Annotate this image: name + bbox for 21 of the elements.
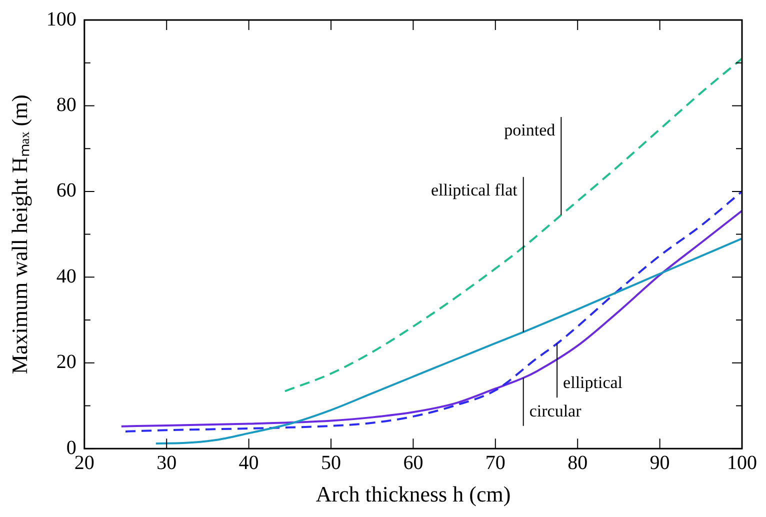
x-tick-label: 20 [74, 452, 94, 474]
annotation: circular [529, 401, 582, 420]
y-tick-label: 0 [66, 436, 76, 459]
annotation: pointed [504, 120, 556, 140]
y-tick-label: 20 [56, 351, 76, 374]
x-tick-label: 30 [156, 452, 177, 474]
x-tick-label: 80 [568, 452, 588, 474]
annotation: elliptical [563, 373, 623, 392]
x-tick-label: 100 [727, 452, 757, 474]
x-tick-label: 90 [650, 452, 670, 474]
annotation: elliptical flat [430, 180, 518, 200]
x-tick-label: 40 [238, 452, 259, 474]
y-tick-label: 100 [46, 8, 76, 30]
y-tick-label: 60 [56, 180, 76, 202]
x-tick-label: 70 [485, 452, 506, 474]
x-tick-label: 60 [403, 452, 424, 474]
y-tick-label: 40 [56, 265, 76, 288]
x-tick-label: 50 [321, 452, 341, 474]
y-axis-title: Maximum wall height Hₘₐₓ (m) [6, 94, 32, 374]
y-tick-label: 80 [56, 94, 76, 116]
x-axis-title: Arch thickness h (cm) [316, 482, 511, 507]
